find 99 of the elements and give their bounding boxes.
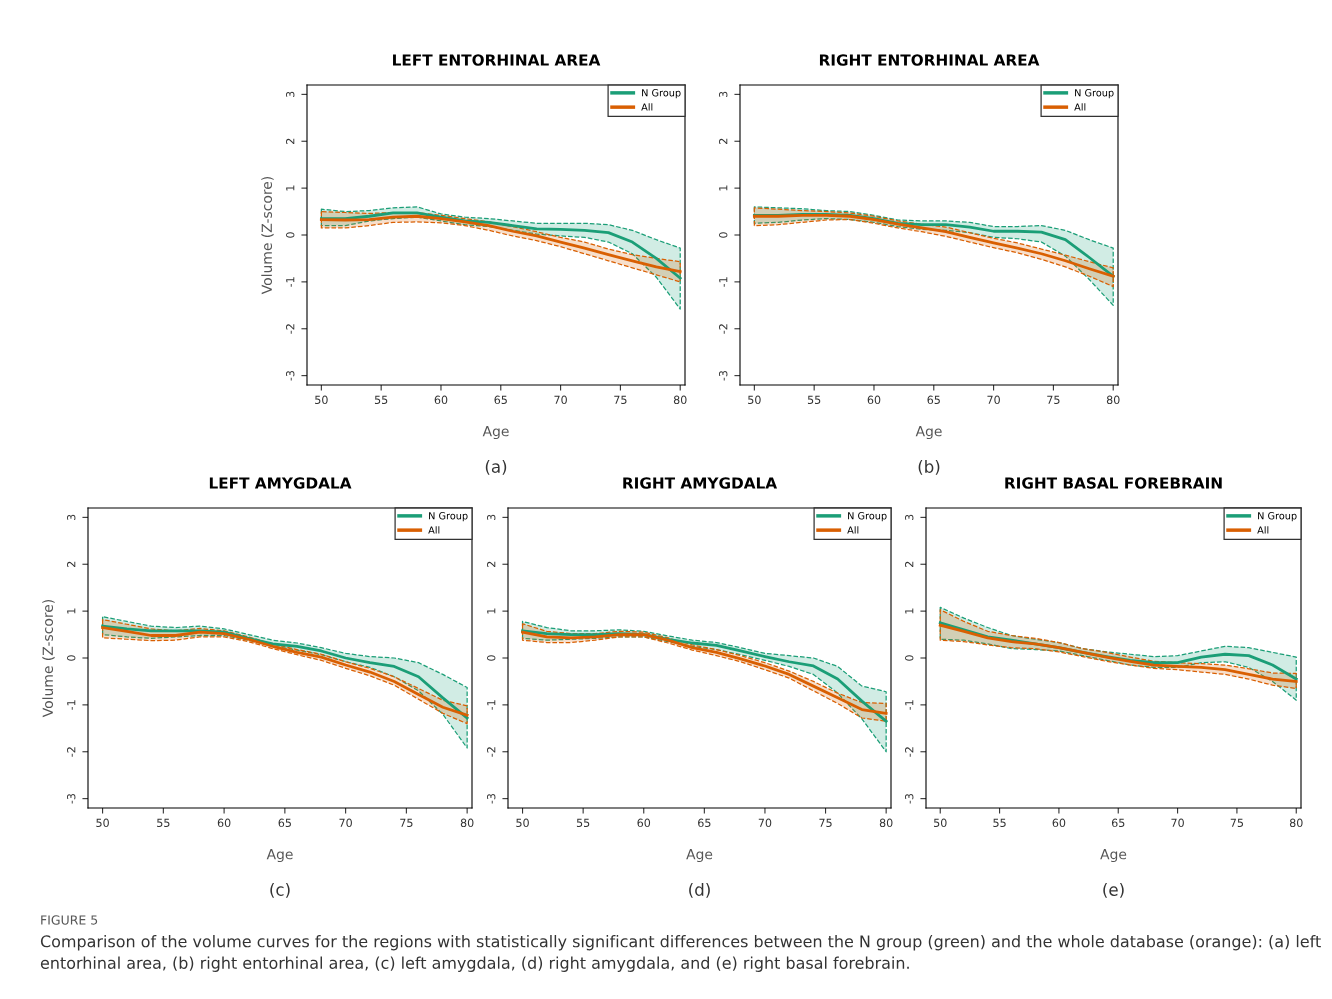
y-tick-label: 3 — [286, 91, 295, 98]
chart-title: RIGHT BASAL FOREBRAIN — [1005, 477, 1222, 489]
y-tick-label: -3 — [905, 793, 914, 804]
x-tick-label: 50 — [934, 818, 947, 828]
chart-title: RIGHT ENTORHINAL AREA — [819, 54, 1040, 66]
x-tick-label: 70 — [1171, 818, 1184, 828]
y-tick-label: 1 — [286, 185, 295, 191]
y-tick-label: 1 — [719, 185, 728, 191]
x-tick-label: 55 — [576, 818, 590, 828]
y-axis-title: Volume (Z-score) — [261, 176, 274, 295]
x-tick-label: 80 — [1106, 395, 1120, 405]
x-axis-title: Age — [1100, 849, 1127, 863]
y-tick-label: 0 — [905, 655, 914, 661]
text: (e) — [1103, 883, 1124, 898]
x-axis-title: Age — [482, 426, 509, 440]
x-tick-label: 50 — [516, 818, 529, 828]
text: (a) — [485, 460, 507, 475]
x-axis-title: Age — [686, 849, 713, 863]
y-tick-label: 0 — [719, 232, 728, 238]
x-tick-label: 80 — [1289, 818, 1303, 828]
x-tick-label: 70 — [758, 818, 772, 828]
x-tick-label: 50 — [96, 818, 109, 828]
x-tick-label: 65 — [278, 818, 291, 828]
y-tick-label: -1 — [905, 700, 914, 710]
legend-label: All — [1257, 526, 1269, 534]
text: (c) — [270, 883, 290, 898]
x-tick-label: 55 — [157, 818, 170, 828]
x-tick-label: 65 — [494, 395, 507, 405]
x-tick-label: 80 — [460, 818, 474, 828]
x-tick-label: 65 — [927, 395, 940, 405]
y-tick-label: -1 — [719, 277, 728, 287]
y-tick-label: -2 — [487, 747, 496, 757]
y-tick-label: -2 — [719, 324, 728, 334]
x-tick-label: 75 — [400, 818, 413, 828]
x-tick-label: 80 — [673, 395, 687, 405]
y-tick-label: 0 — [67, 655, 76, 661]
y-tick-label: 2 — [905, 561, 914, 567]
y-tick-label: 0 — [487, 655, 496, 661]
x-tick-label: 75 — [819, 818, 832, 828]
x-tick-label: 80 — [879, 818, 893, 828]
x-tick-label: 60 — [217, 818, 231, 828]
y-tick-label: 3 — [67, 514, 76, 521]
y-tick-label: 3 — [719, 91, 728, 98]
legend-label: N Group — [1258, 512, 1297, 522]
y-tick-label: 2 — [67, 561, 76, 567]
x-tick-label: 75 — [1047, 395, 1060, 405]
x-tick-label: 60 — [637, 818, 651, 828]
y-tick-label: -1 — [487, 700, 496, 710]
y-tick-label: -2 — [67, 747, 76, 757]
x-tick-label: 60 — [1052, 818, 1066, 828]
text: Comparison of the volume curves for the regions with statistically significant differences between the N group (green) and the whole database (orange): (a) left entorhinal area, (b) right entorhinal area, (c) left amygdala, (d) right amygdala, and (e) right basal forebrain. — [40, 935, 1321, 972]
y-tick-label: 2 — [719, 138, 728, 144]
legend-label: N Group — [1075, 89, 1114, 99]
x-tick-label: 70 — [554, 395, 567, 405]
x-tick-label: 65 — [698, 818, 711, 828]
x-tick-label: 60 — [867, 395, 881, 405]
y-tick-label: -3 — [487, 793, 496, 804]
text: (b) — [918, 460, 940, 475]
x-tick-label: 55 — [807, 395, 821, 405]
x-tick-label: 70 — [987, 395, 1000, 405]
x-axis-title: Age — [915, 426, 942, 440]
y-tick-label: 3 — [905, 514, 914, 521]
x-axis-title: Age — [266, 849, 293, 863]
y-tick-label: -2 — [905, 747, 914, 757]
y-tick-label: 2 — [487, 561, 496, 567]
y-tick-label: 1 — [905, 608, 914, 614]
x-tick-label: 75 — [1230, 818, 1244, 828]
y-tick-label: -1 — [67, 700, 76, 710]
legend-label: All — [428, 526, 440, 534]
legend-label: N Group — [429, 512, 468, 522]
y-tick-label: -1 — [286, 277, 295, 287]
x-tick-label: 55 — [374, 395, 388, 405]
y-tick-label: 3 — [487, 514, 496, 521]
y-tick-label: 1 — [67, 608, 76, 614]
caption: FIGURE 5 — [41, 915, 98, 925]
legend-label: N Group — [642, 89, 681, 99]
y-tick-label: 0 — [286, 232, 295, 238]
legend-label: All — [1074, 103, 1086, 111]
chart-title: LEFT AMYGDALA — [209, 477, 352, 489]
x-tick-label: 50 — [748, 395, 761, 405]
y-tick-label: -3 — [286, 370, 295, 381]
y-tick-label: 2 — [286, 138, 295, 144]
y-axis-title: Volume (Z-score) — [42, 599, 55, 718]
x-tick-label: 65 — [1111, 818, 1125, 828]
x-tick-label: 50 — [315, 395, 328, 405]
legend-label: All — [847, 526, 859, 534]
y-tick-label: -2 — [286, 324, 295, 334]
x-tick-label: 70 — [339, 818, 352, 828]
x-tick-label: 60 — [434, 395, 448, 405]
x-tick-label: 55 — [993, 818, 1006, 828]
legend-label: N Group — [848, 512, 887, 522]
x-tick-label: 75 — [614, 395, 627, 405]
legend-label: All — [641, 103, 653, 111]
y-tick-label: -3 — [719, 370, 728, 381]
text: (d) — [689, 883, 710, 898]
y-tick-label: 1 — [487, 608, 496, 614]
y-tick-label: -3 — [67, 793, 76, 804]
chart-title: RIGHT AMYGDALA — [623, 477, 778, 489]
chart-title: LEFT ENTORHINAL AREA — [393, 54, 601, 66]
